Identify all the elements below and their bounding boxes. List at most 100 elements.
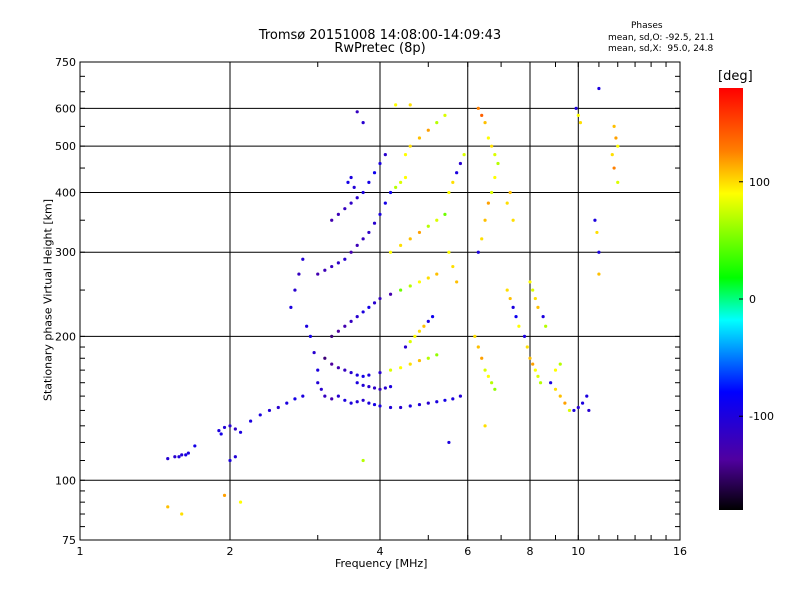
chart-subtitle: RwPretec (8p) [334,41,426,56]
data-point [343,398,347,402]
data-point [480,237,484,241]
data-point [426,319,430,323]
data-point [336,261,340,265]
data-point [443,398,447,402]
data-point [451,180,455,184]
data-point [447,440,451,445]
data-point [462,153,466,157]
data-point [372,171,377,175]
data-point [378,387,382,391]
data-point [361,237,365,241]
data-point [558,362,562,366]
data-point [483,121,487,125]
data-point [597,250,601,254]
data-point [483,218,487,222]
data-point [430,315,435,319]
data-point [361,383,365,387]
x-tick-label: 8 [527,545,534,558]
data-point [612,166,616,170]
data-point [367,373,371,377]
data-point [578,121,583,125]
data-point [458,161,463,166]
chart-title: Tromsø 20151008 14:08:00-14:09:43 [258,28,502,43]
data-point [330,362,334,366]
data-point [346,180,350,184]
data-point [383,386,387,390]
data-point [383,201,387,205]
data-point [587,408,591,413]
data-point [408,340,412,344]
colorbar-ticks: 100 0 -100 [739,176,774,423]
data-point [544,324,548,328]
data-point [361,374,365,378]
data-point [493,153,497,157]
data-point [285,401,289,405]
data-point [323,356,327,360]
data-point [399,180,403,184]
data-point [574,106,578,110]
data-point [541,315,545,319]
data-point [308,334,313,338]
data-point [399,405,403,410]
data-point [367,230,371,235]
data-point [312,350,316,355]
data-point [447,250,451,254]
data-point [553,368,558,372]
data-point [323,268,327,272]
data-point [422,324,426,328]
data-point [349,175,353,180]
data-point [528,280,532,284]
data-point [355,196,359,200]
data-point [612,124,616,128]
data-point [343,324,347,328]
data-point [417,230,422,235]
data-point [426,128,430,132]
data-point [399,243,403,248]
data-point [511,218,515,222]
data-point [443,113,447,117]
data-point [355,400,359,404]
data-point [536,305,540,309]
data-point [403,153,408,157]
data-point [289,305,293,309]
data-point [378,370,382,375]
data-point [316,272,320,276]
data-point [349,401,353,405]
data-point [533,368,537,372]
data-point [493,387,497,391]
data-point [349,250,353,254]
data-point [378,404,382,408]
data-point [426,356,430,360]
data-point [593,218,597,222]
data-point [533,296,537,301]
colorbar-tick-label: -100 [749,410,774,423]
data-point [355,315,359,319]
data-point [408,362,412,366]
phases-o-mode: mean, sd,O: -92.5, 21.1 [608,33,715,43]
data-point [238,430,243,434]
data-point [576,113,580,117]
data-point [233,427,237,431]
data-point [388,292,393,296]
data-point [388,368,393,372]
data-point [476,345,480,349]
data-point [372,221,377,225]
data-point [490,190,494,195]
axis-ticks: 1 2 4 6 8 10 16 75 100 200 300 400 500 600 750 [55,56,687,558]
data-point [166,457,170,461]
data-point [352,185,356,189]
data-point [372,301,377,305]
data-point [508,296,512,301]
data-point [417,329,422,333]
data-point [177,455,181,459]
phases-x-mode: mean, sd,X: 95.0, 24.8 [608,44,714,54]
data-point [193,444,197,448]
data-point [417,280,422,284]
data-point [426,401,430,405]
data-point [496,161,500,166]
data-point [443,212,447,216]
data-point [403,175,408,180]
data-point [355,381,359,385]
data-point [394,185,398,189]
y-tick-label: 75 [62,534,76,547]
